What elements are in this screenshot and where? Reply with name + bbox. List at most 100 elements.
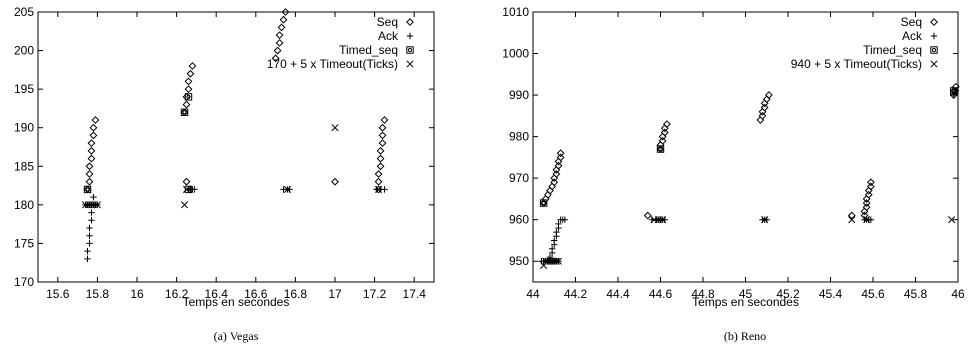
x-tick-label: 44.8: [691, 287, 715, 301]
data-point: [188, 62, 197, 70]
y-tick-label: 950: [509, 254, 529, 268]
y-tick-label: 185: [14, 159, 34, 173]
data-point: [552, 165, 561, 174]
data-point: [381, 186, 388, 193]
legend-label: Seq: [377, 15, 398, 29]
data-point: [756, 116, 765, 124]
data-point: [761, 216, 769, 224]
series-plus: [82, 186, 388, 263]
x-axis-label: Temps en secondes: [692, 295, 799, 309]
data-point: [283, 185, 292, 193]
x-axis-label: Temps en secondes: [183, 295, 290, 309]
data-point: [866, 182, 875, 191]
data-point: [758, 107, 767, 116]
data-point: [660, 124, 669, 133]
data-point: [90, 193, 97, 201]
data-point: [848, 216, 856, 224]
series-square: [539, 87, 958, 207]
data-point: [548, 245, 556, 252]
data-point: [554, 157, 563, 166]
legend-marker: [406, 18, 414, 26]
data-point: [180, 108, 189, 117]
y-tick-label: 1000: [502, 47, 529, 61]
legend-label: Seq: [901, 15, 922, 29]
data-point: [551, 237, 558, 244]
data-point: [378, 139, 387, 148]
data-point: [86, 232, 93, 239]
data-point: [554, 257, 563, 265]
data-point: [952, 87, 960, 95]
data-point: [191, 186, 198, 193]
legend-label: Ack: [378, 29, 399, 43]
data-point: [375, 185, 383, 193]
data-point: [277, 23, 286, 32]
x-tick-label: 45.6: [861, 287, 885, 301]
data-point: [93, 201, 101, 209]
data-point: [643, 211, 652, 220]
y-tick-label: 180: [14, 198, 34, 212]
legend-label: Timed_seq: [339, 43, 398, 57]
data-point: [950, 87, 958, 95]
x-tick-label: 16.8: [284, 287, 308, 301]
data-point: [85, 162, 94, 171]
data-point: [331, 124, 339, 132]
data-point: [182, 177, 191, 186]
y-tick-label: 980: [509, 130, 529, 144]
data-point: [275, 38, 284, 47]
data-point: [89, 123, 98, 132]
data-point: [380, 116, 389, 124]
x-tick-label: 15.6: [46, 287, 70, 301]
data-point: [182, 185, 191, 193]
data-point: [864, 190, 873, 199]
data-point: [87, 146, 96, 155]
plot-frame: [37, 11, 435, 283]
data-point: [556, 153, 565, 162]
data-point: [662, 120, 671, 129]
y-tick-label: 1010: [502, 5, 529, 19]
data-point: [864, 186, 873, 195]
data-point: [85, 177, 94, 186]
x-tick-label: 17.4: [403, 287, 427, 301]
data-point: [378, 131, 387, 140]
data-point: [554, 161, 563, 170]
data-point: [182, 100, 191, 109]
data-point: [762, 95, 771, 104]
data-point: [867, 216, 875, 223]
data-point: [275, 31, 284, 40]
data-point: [552, 170, 561, 178]
x-tick-label: 45.2: [776, 287, 800, 301]
y-tick-label: 170: [14, 275, 34, 289]
data-point: [87, 154, 96, 163]
data-point: [660, 128, 669, 137]
data-point: [863, 216, 871, 224]
series-cross: [540, 216, 956, 269]
data-point: [378, 123, 387, 132]
data-point: [88, 217, 95, 224]
data-point: [88, 209, 95, 216]
x-tick-label: 16: [130, 287, 144, 301]
data-point: [83, 185, 92, 194]
data-point: [556, 149, 565, 158]
data-point: [656, 145, 665, 153]
data-point: [376, 154, 385, 163]
data-point: [555, 220, 562, 228]
data-point: [847, 211, 856, 220]
data-point: [658, 136, 667, 145]
data-point: [279, 15, 288, 24]
legend-label: 940 + 5 x Timeout(Ticks): [791, 57, 922, 71]
data-point: [331, 177, 339, 186]
data-point: [862, 199, 871, 207]
data-point: [87, 139, 96, 148]
data-point: [89, 131, 98, 140]
data-point: [539, 199, 548, 207]
y-tick-label: 190: [14, 121, 34, 135]
data-point: [539, 199, 548, 207]
data-point: [180, 201, 189, 209]
series-plus: [538, 87, 960, 265]
data-point: [91, 116, 100, 124]
data-point: [374, 170, 383, 178]
vegas-panel: 15.6 15.8 16 16.2 16.4 16.6 16.8 17 17.2 17.4 170 1…: [14, 5, 435, 343]
data-point: [764, 91, 773, 99]
data-point: [84, 255, 91, 263]
